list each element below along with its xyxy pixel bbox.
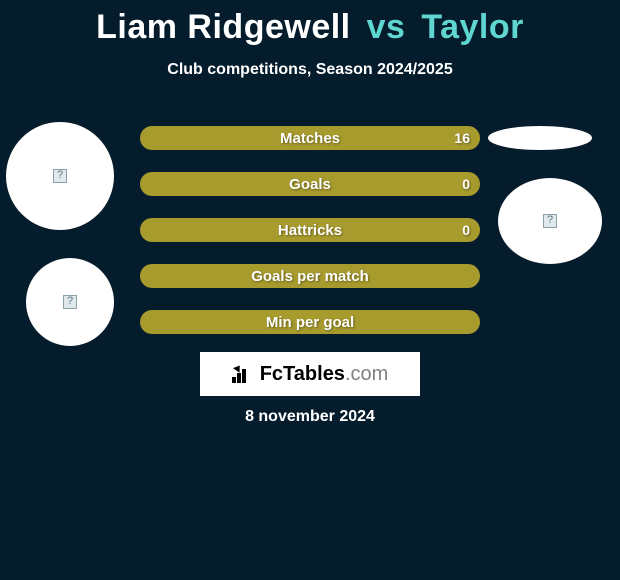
stat-row: Min per goal: [140, 310, 480, 334]
stat-value: 0: [462, 176, 470, 192]
stat-row: Goals 0: [140, 172, 480, 196]
brand-main: FcTables: [260, 363, 345, 385]
player2-ellipse: [488, 126, 592, 150]
player2-avatar-circle: [498, 178, 602, 264]
stat-row: Matches 16: [140, 126, 480, 150]
stat-label: Hattricks: [278, 222, 342, 239]
image-placeholder-icon: [53, 169, 67, 183]
vs-separator: vs: [367, 8, 406, 46]
fctables-logo-icon: [232, 365, 254, 383]
comparison-title: Liam Ridgewell vs Taylor: [0, 0, 620, 47]
brand-text: FcTables.com: [260, 363, 389, 386]
stat-value: 16: [454, 130, 470, 146]
stat-label: Min per goal: [266, 314, 354, 331]
stat-row: Goals per match: [140, 264, 480, 288]
player1-club-circle: [26, 258, 114, 346]
brand-box: FcTables.com: [200, 352, 420, 396]
subtitle: Club competitions, Season 2024/2025: [0, 61, 620, 79]
player1-avatar-circle: [6, 122, 114, 230]
stat-label: Goals per match: [251, 268, 369, 285]
player1-name: Liam Ridgewell: [96, 8, 351, 46]
stat-bars: Matches 16 Goals 0 Hattricks 0 Goals per…: [140, 126, 480, 356]
player2-name: Taylor: [421, 8, 524, 46]
stat-row: Hattricks 0: [140, 218, 480, 242]
brand-suffix: .com: [345, 363, 388, 385]
stat-label: Matches: [280, 130, 340, 147]
stat-value: 0: [462, 222, 470, 238]
image-placeholder-icon: [543, 214, 557, 228]
date-label: 8 november 2024: [0, 408, 620, 426]
stat-label: Goals: [289, 176, 331, 193]
image-placeholder-icon: [63, 295, 77, 309]
